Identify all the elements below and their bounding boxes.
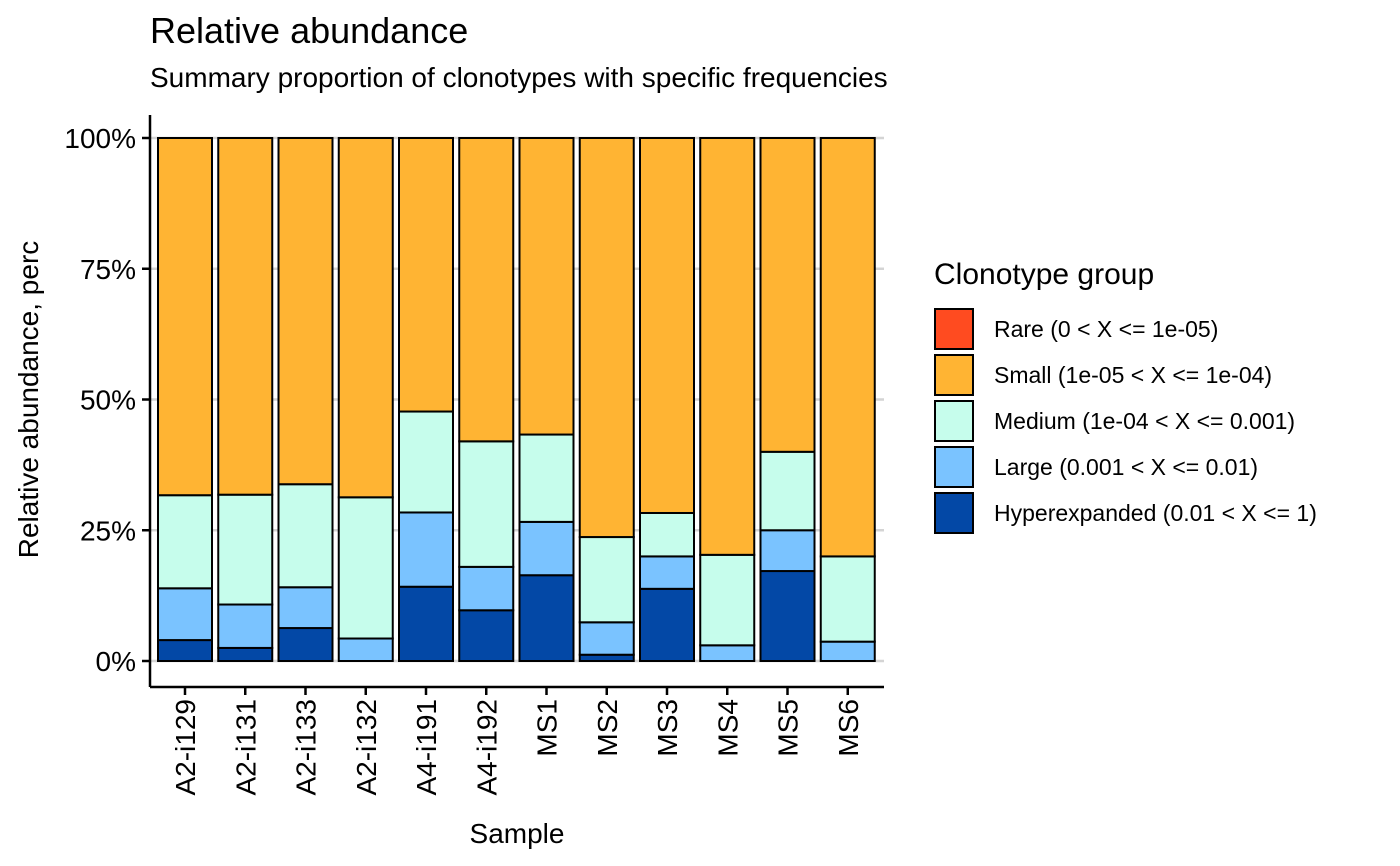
bar-segment <box>337 137 394 499</box>
x-tick-label: MS3 <box>652 699 683 757</box>
bar-segment <box>699 137 756 556</box>
bar-segment <box>578 536 635 624</box>
legend-label: Large (0.001 < X <= 0.01) <box>994 453 1259 480</box>
bar-segment <box>398 410 454 514</box>
bar-segment <box>157 639 213 663</box>
bar-segment <box>217 493 274 606</box>
bar-segment <box>217 137 274 496</box>
bar-segment <box>518 520 575 577</box>
bar-segment <box>217 603 274 649</box>
bar-segment <box>518 433 575 523</box>
bar-segment <box>639 511 695 558</box>
bar-segment <box>699 553 756 647</box>
bar-segment <box>157 494 213 590</box>
legend-key <box>934 308 974 350</box>
x-tick-label: A2-i133 <box>291 699 322 796</box>
legend-label: Hyperexpanded (0.01 < X <= 1) <box>994 499 1317 526</box>
legend-item: Rare (0 < X <= 1e-05) <box>934 306 1317 352</box>
bar-segment <box>759 529 816 573</box>
legend-item: Hyperexpanded (0.01 < X <= 1) <box>934 490 1317 536</box>
y-tick-label: 25% <box>80 515 136 546</box>
bar-segment <box>699 644 756 662</box>
chart-title: Relative abundance <box>150 10 469 51</box>
x-tick-label: A2-i129 <box>170 699 201 796</box>
y-tick-label: 100% <box>64 123 136 154</box>
bar-segment <box>398 511 454 588</box>
legend-key <box>934 492 974 534</box>
bar-segment <box>518 137 575 436</box>
x-tick-label: A4-i192 <box>471 699 502 796</box>
bar-segment <box>337 496 394 640</box>
bar-segment <box>277 483 334 589</box>
x-tick-label: MS1 <box>532 699 563 757</box>
y-tick-label: 0% <box>96 646 136 677</box>
bar-segment <box>157 137 213 497</box>
x-tick-label: A2-i131 <box>230 699 261 796</box>
bar-segment <box>639 555 695 590</box>
bar-segment <box>277 586 334 630</box>
bar-segment <box>458 440 515 568</box>
legend-key <box>934 354 974 396</box>
x-tick-label: MS4 <box>712 699 743 757</box>
bar-segment <box>759 137 816 453</box>
legend-label: Rare (0 < X <= 1e-05) <box>994 315 1219 342</box>
bar-segment <box>458 609 515 662</box>
x-tick-label: A4-i191 <box>411 699 442 796</box>
bar-segment <box>157 587 213 642</box>
legend-label: Medium (1e-04 < X <= 0.001) <box>994 407 1296 434</box>
bar-segment <box>337 637 394 662</box>
bar-segment <box>759 450 816 532</box>
bar-segment <box>578 137 635 539</box>
x-tick-label: MS2 <box>592 699 623 757</box>
bar-segment <box>398 137 454 413</box>
y-tick-label: 75% <box>80 254 136 285</box>
legend-items: Rare (0 < X <= 1e-05) Small (1e-05 < X <=… <box>934 306 1317 536</box>
x-tick-label: A2-i132 <box>351 699 382 796</box>
chart-subtitle: Summary proportion of clonotypes with sp… <box>150 62 888 93</box>
bar-segment <box>759 570 816 663</box>
y-axis-title: Relative abundance, perc <box>13 241 44 559</box>
bar-segment <box>398 585 454 663</box>
legend-key <box>934 446 974 488</box>
legend-item: Small (1e-05 < X <= 1e-04) <box>934 352 1317 398</box>
legend-title: Clonotype group <box>934 258 1155 291</box>
bar-segment <box>819 640 876 662</box>
bar-segment <box>639 587 695 662</box>
bar-segment <box>277 627 334 663</box>
legend-key <box>934 400 974 442</box>
bar-segment <box>578 621 635 656</box>
bar-segment <box>518 574 575 663</box>
x-axis-title: Sample <box>470 818 565 849</box>
y-tick-label: 50% <box>80 385 136 416</box>
bar-segment <box>277 137 334 486</box>
bar-segment <box>819 137 876 558</box>
bar-segment <box>639 137 695 514</box>
x-tick-label: MS6 <box>833 699 864 757</box>
x-tick-label: MS5 <box>773 699 804 757</box>
bar-segment <box>458 565 515 612</box>
bar-segment <box>819 555 876 643</box>
bar-segment <box>217 646 274 662</box>
legend: Clonotype group Rare (0 < X <= 1e-05) Sma… <box>934 258 1317 536</box>
bar-segment <box>458 137 515 443</box>
legend-item: Large (0.001 < X <= 0.01) <box>934 444 1317 490</box>
legend-item: Medium (1e-04 < X <= 0.001) <box>934 398 1317 444</box>
legend-label: Small (1e-05 < X <= 1e-04) <box>994 361 1273 388</box>
